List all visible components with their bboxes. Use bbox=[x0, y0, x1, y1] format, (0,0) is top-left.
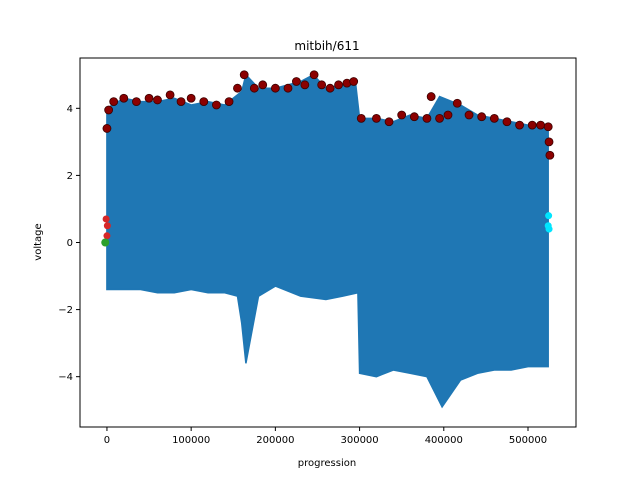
peak-marker bbox=[258, 80, 268, 90]
peak-marker bbox=[224, 97, 234, 107]
onset-marker bbox=[103, 232, 111, 240]
y-tick-label: −2 bbox=[58, 305, 73, 316]
end-marker bbox=[545, 212, 553, 220]
peak-marker bbox=[176, 97, 186, 107]
peak-marker bbox=[104, 105, 114, 115]
peak-marker bbox=[283, 83, 293, 93]
peak-marker bbox=[426, 92, 436, 101]
end-marker bbox=[544, 222, 552, 230]
peak-marker bbox=[317, 80, 327, 90]
peak-marker bbox=[300, 80, 310, 90]
peak-marker bbox=[502, 117, 512, 127]
x-axis: 0 100000 200000 300000 400000 500000 bbox=[104, 427, 547, 446]
peak-marker bbox=[153, 95, 162, 105]
x-tick-label: 500000 bbox=[509, 435, 547, 446]
peak-marker bbox=[443, 110, 453, 120]
start-marker bbox=[101, 238, 110, 247]
peak-marker bbox=[543, 122, 553, 132]
peak-marker bbox=[397, 110, 407, 120]
peak-marker bbox=[477, 112, 487, 122]
onset-marker bbox=[102, 215, 110, 223]
peak-marker bbox=[545, 150, 555, 160]
y-tick-label: 0 bbox=[67, 238, 73, 249]
y-tick-label: 2 bbox=[67, 171, 73, 182]
peak-marker bbox=[144, 93, 154, 103]
peak-marker bbox=[109, 97, 119, 107]
peak-marker bbox=[489, 113, 499, 123]
x-tick-label: 0 bbox=[104, 435, 110, 446]
x-tick-label: 200000 bbox=[256, 435, 294, 446]
y-axis: −4 −2 0 2 4 bbox=[58, 104, 80, 383]
peak-marker bbox=[233, 83, 242, 93]
peak-marker bbox=[527, 120, 537, 130]
peak-marker bbox=[384, 117, 394, 127]
marker-layer bbox=[101, 70, 555, 247]
peak-marker bbox=[435, 113, 444, 123]
peak-marker bbox=[536, 120, 546, 130]
onset-marker bbox=[103, 222, 111, 230]
y-axis-label: voltage bbox=[33, 223, 44, 260]
peak-marker bbox=[186, 93, 196, 103]
peak-marker bbox=[372, 113, 381, 123]
peak-marker bbox=[464, 110, 474, 120]
signal-line bbox=[106, 73, 549, 409]
peak-marker bbox=[270, 83, 280, 93]
peak-marker bbox=[422, 113, 432, 123]
peak-marker bbox=[309, 70, 319, 80]
x-tick-label: 300000 bbox=[340, 435, 378, 446]
y-tick-label: 4 bbox=[67, 104, 73, 115]
peak-marker bbox=[102, 124, 112, 133]
peak-marker bbox=[249, 83, 259, 93]
peak-marker bbox=[515, 120, 524, 130]
peak-marker bbox=[212, 100, 221, 110]
peak-marker bbox=[334, 80, 343, 90]
peak-marker bbox=[239, 70, 249, 80]
chart-title: mitbih/611 bbox=[294, 39, 359, 53]
peak-marker bbox=[165, 90, 175, 100]
peak-marker bbox=[409, 112, 419, 122]
peak-marker bbox=[199, 97, 209, 107]
peak-marker bbox=[132, 97, 141, 107]
peak-marker bbox=[544, 137, 554, 147]
peak-marker bbox=[349, 77, 359, 86]
peak-marker bbox=[356, 113, 366, 123]
signal-series bbox=[106, 73, 549, 409]
x-axis-label: progression bbox=[298, 458, 356, 469]
x-tick-label: 100000 bbox=[172, 435, 210, 446]
peak-marker bbox=[325, 83, 335, 93]
peak-marker bbox=[452, 98, 462, 108]
y-tick-label: −4 bbox=[58, 372, 73, 383]
peak-marker bbox=[292, 77, 301, 86]
x-tick-label: 400000 bbox=[425, 435, 463, 446]
plot-area bbox=[101, 70, 555, 409]
peak-marker bbox=[119, 93, 129, 103]
